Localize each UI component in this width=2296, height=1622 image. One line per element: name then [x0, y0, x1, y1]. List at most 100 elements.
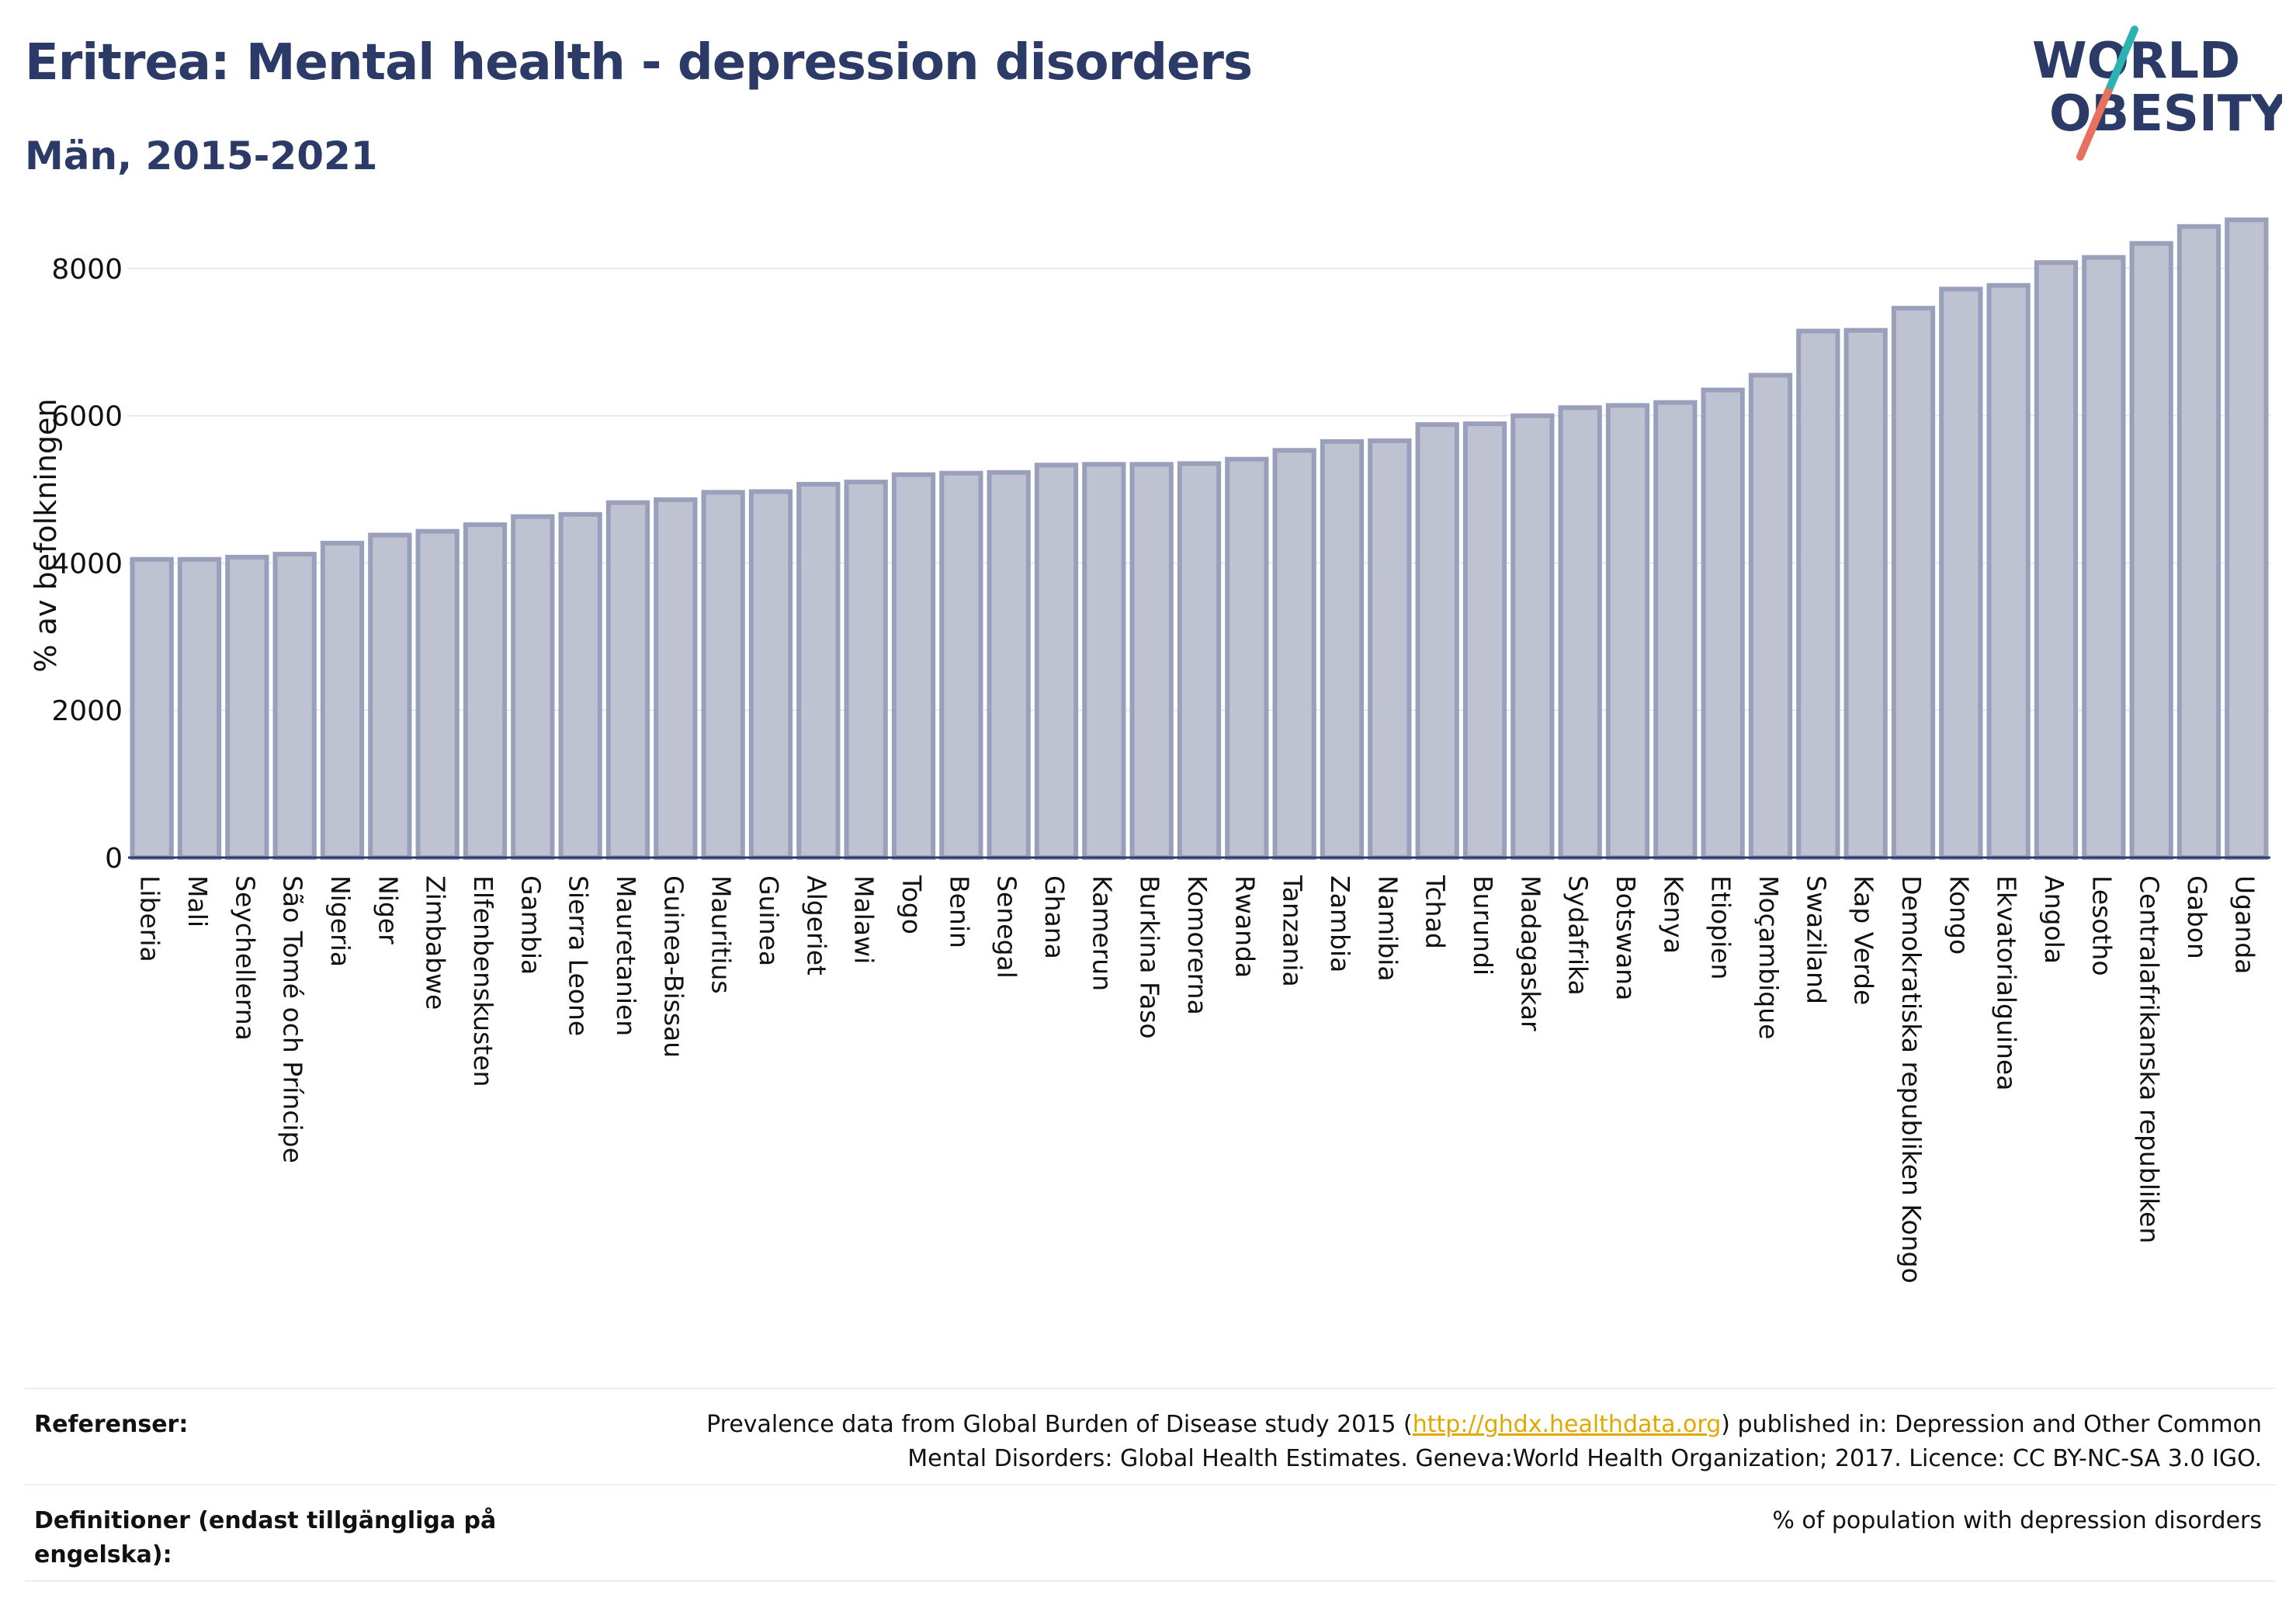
- bar: [1320, 438, 1365, 861]
- bar: [1653, 400, 1698, 860]
- bar: [1462, 421, 1507, 860]
- x-tick-label: Namibia: [1372, 875, 1403, 982]
- x-tick-label: Zimbabwe: [421, 875, 451, 1010]
- x-tick-label: Nigeria: [325, 875, 355, 967]
- x-tick-label: Lesotho: [2086, 875, 2117, 976]
- bar: [1177, 461, 1222, 860]
- x-tick-label: Seychellerna: [230, 875, 260, 1041]
- x-tick-label: São Tomé och Príncipe: [278, 875, 308, 1163]
- bar: [748, 489, 793, 860]
- y-tick-label: 2000: [51, 695, 123, 727]
- x-tick-label: Kongo: [1944, 875, 1974, 955]
- x-tick-label: Mauritius: [706, 875, 737, 994]
- logo-line-2: OBESITY: [2049, 85, 2282, 143]
- bar: [654, 497, 698, 860]
- world-obesity-logo: WORLD OBESITY: [2032, 26, 2282, 161]
- bar: [796, 481, 841, 860]
- bar: [1034, 463, 1079, 860]
- bar-chart: 0 2000 4000 6000 8000 Liberia Mali Seychellern…: [29, 217, 2270, 1284]
- bar: [1558, 405, 1602, 860]
- bar: [1272, 448, 1316, 861]
- bar: [1701, 387, 1745, 860]
- bar: [1368, 438, 1412, 860]
- x-tick-label: Rwanda: [1230, 875, 1260, 978]
- x-tick-label: Ekvatorialguinea: [1992, 875, 2022, 1090]
- bar: [2082, 255, 2126, 860]
- x-tick-label: Angola: [2039, 875, 2069, 964]
- y-tick-label: 6000: [51, 401, 123, 433]
- definitions-label: Definitioner (endast tillgängliga på eng…: [34, 1507, 497, 1568]
- logo-slash-coral: [2076, 88, 2112, 161]
- bar: [1748, 373, 1793, 860]
- x-tick-label: Algeriet: [801, 875, 831, 976]
- bar: [1415, 422, 1459, 860]
- x-tick-label: Benin: [944, 875, 974, 948]
- bar: [987, 470, 1031, 860]
- x-tick-label: Botswana: [1611, 875, 1641, 1000]
- bar: [844, 480, 888, 860]
- x-tick-label: Etiopien: [1706, 875, 1736, 979]
- bar: [1225, 456, 1269, 860]
- bar: [1843, 328, 1888, 860]
- y-tick-label: 8000: [51, 254, 123, 286]
- x-tick-label: Gambia: [515, 875, 546, 975]
- x-tick-label: Kamerun: [1087, 875, 1117, 991]
- x-tick-label: Sierra Leone: [564, 875, 594, 1036]
- logo-slash-teal: [2104, 26, 2138, 95]
- bar: [891, 472, 936, 860]
- x-tick-label: Elfenbenskusten: [468, 875, 498, 1087]
- bars: [130, 217, 2269, 861]
- x-tick-label: Madagaskar: [1515, 875, 1545, 1031]
- x-tick-label: Demokratiska republiken Kongo: [1896, 875, 1927, 1284]
- y-tick-label: 0: [105, 843, 123, 875]
- y-tick-label: 4000: [51, 548, 123, 580]
- bar: [368, 532, 412, 860]
- x-tick-label: Burkina Faso: [1135, 875, 1165, 1039]
- x-tick-label: Swaziland: [1801, 875, 1831, 1004]
- x-tick-label: Zambia: [1325, 875, 1355, 972]
- references-link[interactable]: http://ghdx.healthdata.org: [1412, 1411, 1722, 1438]
- x-tick-label: Malawi: [849, 875, 879, 964]
- x-tick-label: Sydafrika: [1563, 875, 1594, 996]
- footer-rule-middle: [25, 1484, 2276, 1485]
- bar: [1891, 306, 1936, 861]
- bar: [1510, 413, 1555, 860]
- bar: [2129, 241, 2173, 861]
- bar: [511, 514, 555, 860]
- bar: [939, 470, 983, 860]
- y-tick-labels: 0 2000 4000 6000 8000: [51, 254, 123, 875]
- x-tick-labels: Liberia Mali Seychellerna São Tomé och Prín…: [135, 875, 2260, 1284]
- footer-rule-bottom: [25, 1580, 2276, 1582]
- x-tick-label: Togo: [897, 875, 927, 934]
- x-tick-label: Burundi: [1468, 875, 1498, 976]
- bar: [1082, 462, 1126, 860]
- bar: [225, 554, 269, 860]
- bar: [1129, 462, 1174, 860]
- bar: [1605, 403, 1650, 861]
- page-title: Eritrea: Mental health - depression diso…: [25, 34, 1253, 92]
- x-tick-label: Kenya: [1658, 875, 1688, 954]
- bar: [1796, 328, 1840, 860]
- references-text-part-2: ) published in: Depression and Other Com…: [1721, 1411, 2262, 1438]
- footer-rule-top: [25, 1388, 2276, 1389]
- bar: [463, 522, 508, 860]
- x-tick-label: Guinea: [754, 875, 784, 966]
- bar: [2176, 224, 2221, 861]
- x-tick-label: Tchad: [1420, 875, 1451, 949]
- logo-line-1: WORLD: [2032, 33, 2240, 90]
- x-tick-label: Mali: [182, 875, 213, 927]
- bar: [1939, 286, 1983, 860]
- bar: [701, 490, 745, 860]
- x-tick-label: Gabon: [2182, 875, 2212, 959]
- references-label: Referenser:: [34, 1411, 189, 1438]
- references-text: Prevalence data from Global Burden of Di…: [632, 1408, 2262, 1476]
- page-subtitle: Män, 2015-2021: [25, 133, 378, 178]
- bar: [2225, 217, 2269, 860]
- bar: [558, 511, 602, 860]
- x-tick-label: Niger: [373, 875, 403, 944]
- bar: [1986, 282, 2031, 860]
- x-tick-label: Guinea-Bissau: [658, 875, 688, 1058]
- references-text-part-3: Mental Disorders: Global Health Estimate…: [907, 1445, 2262, 1472]
- definitions-text: % of population with depression disorder…: [1772, 1507, 2262, 1534]
- bar: [605, 500, 650, 860]
